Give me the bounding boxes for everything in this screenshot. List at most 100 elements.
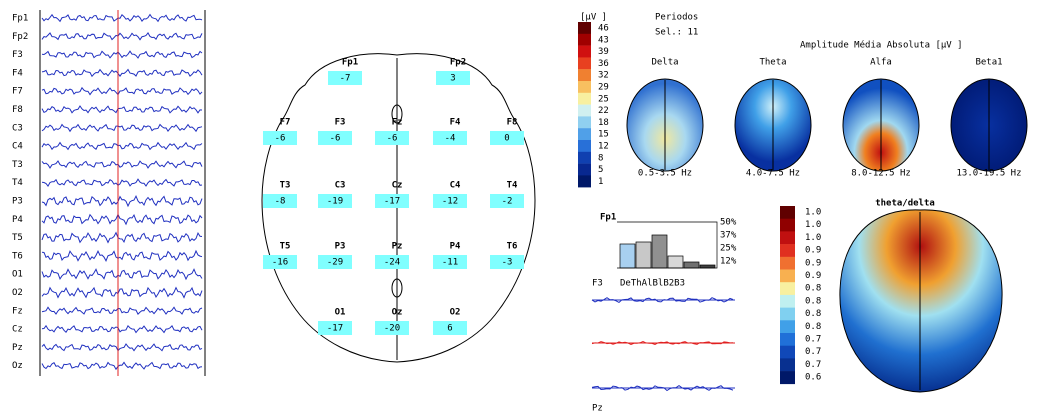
channel-label: Fz xyxy=(12,306,23,316)
scale-swatch xyxy=(578,46,591,58)
eeg-trace xyxy=(42,15,202,22)
electrode-value: -7 xyxy=(340,74,351,84)
scale-label: 0.9 xyxy=(805,258,821,268)
channel-label: T3 xyxy=(12,160,23,170)
channel-label: F4 xyxy=(12,68,23,78)
electrode-value: -6 xyxy=(387,134,398,144)
scale-label: 0.8 xyxy=(805,284,821,294)
scale-label: 0.7 xyxy=(805,335,821,345)
figure: Fp1Fp2F3F4F7F8C3C4T3T4P3P4T5T6O1O2FzCzPz… xyxy=(0,0,1039,414)
eeg-trace xyxy=(42,233,202,243)
eeg-trace xyxy=(42,125,202,132)
eeg-trace xyxy=(42,51,202,58)
electrode-label: F7 xyxy=(280,118,291,128)
band-bar xyxy=(668,256,683,268)
electrode-value: -16 xyxy=(272,258,288,268)
electrode-value: 3 xyxy=(450,74,455,84)
scale-swatch xyxy=(780,270,795,283)
electrode-value: -24 xyxy=(384,258,400,268)
trace-label: F3 xyxy=(592,279,603,289)
electrode-label: Cz xyxy=(392,181,403,191)
amplitude-title: Amplitude Média Absoluta [µV ] xyxy=(800,40,963,51)
electrode-label: T4 xyxy=(507,181,518,191)
scale-label: 36 xyxy=(598,59,609,69)
eeg-trace xyxy=(42,179,202,186)
scale-label: 46 xyxy=(598,24,609,34)
electrode-label: P3 xyxy=(335,242,346,252)
scale-label: 1 xyxy=(598,177,603,187)
electrode-label: F3 xyxy=(335,118,346,128)
electrode-label: Oz xyxy=(392,308,403,318)
electrode-value: -29 xyxy=(327,258,343,268)
scale-label: 0.6 xyxy=(805,373,821,383)
scale-swatch xyxy=(578,22,591,34)
ratio-map xyxy=(840,210,1002,392)
eeg-trace xyxy=(42,88,202,95)
scale-swatch xyxy=(780,358,795,371)
spectrum-channel: Fp1 xyxy=(600,213,616,223)
electrode-label: T6 xyxy=(507,242,518,252)
eeg-trace xyxy=(42,288,202,298)
band-bar xyxy=(700,265,715,268)
scale-swatch xyxy=(578,57,591,69)
scale-unit: [µV ] xyxy=(580,13,607,23)
scale-swatch xyxy=(578,175,591,187)
scale-swatch xyxy=(578,116,591,128)
electrode-label: F8 xyxy=(507,118,518,128)
scale-label: 0.9 xyxy=(805,271,821,281)
electrode-value: -20 xyxy=(384,324,400,334)
channel-label: Fp1 xyxy=(12,14,28,24)
scale-swatch xyxy=(578,164,591,176)
channel-label: F8 xyxy=(12,105,23,115)
channel-label: Fp2 xyxy=(12,32,28,42)
scale-label: 5 xyxy=(598,165,603,175)
scale-swatch xyxy=(780,206,795,219)
scale-label: 1.0 xyxy=(805,220,821,230)
band-bar xyxy=(684,262,699,268)
electrode-value: -11 xyxy=(442,258,458,268)
electrode-value: -17 xyxy=(327,324,343,334)
scale-label: 1.0 xyxy=(805,233,821,243)
electrode-label: C4 xyxy=(450,181,461,191)
electrode-label: T3 xyxy=(280,181,291,191)
scale-swatch xyxy=(578,105,591,117)
electrode-label: C3 xyxy=(335,181,346,191)
bands-label: DeThAlBlB2B3 xyxy=(620,279,685,289)
channel-label: Oz xyxy=(12,361,23,371)
scale-swatch xyxy=(780,282,795,295)
electrode-value: -17 xyxy=(384,197,400,207)
eeg-trace xyxy=(42,214,202,224)
electrode-label: P4 xyxy=(450,242,461,252)
scale-label: 39 xyxy=(598,47,609,57)
electrode-label: O2 xyxy=(450,308,461,318)
eeg-trace xyxy=(42,196,202,206)
electrode-value: -12 xyxy=(442,197,458,207)
scale-swatch xyxy=(578,128,591,140)
eeg-trace xyxy=(42,362,202,369)
eeg-trace xyxy=(42,70,202,77)
scale-label: 0.7 xyxy=(805,347,821,357)
eeg-trace xyxy=(42,307,202,314)
map-title: Theta xyxy=(759,58,786,68)
channel-label: Pz xyxy=(12,343,23,353)
selection-label: Sel.: 11 xyxy=(655,28,698,38)
scale-swatch xyxy=(578,69,591,81)
ratio-title: theta/delta xyxy=(875,199,935,209)
channel-label: P3 xyxy=(12,197,23,207)
map-range: 13.0-19.5 Hz xyxy=(956,169,1021,179)
electrode-label: Fz xyxy=(392,118,403,128)
eeg-trace xyxy=(42,161,202,168)
map-title: Delta xyxy=(651,58,678,68)
channel-label: P4 xyxy=(12,215,23,225)
scale-label: 29 xyxy=(598,83,609,93)
channel-label: C4 xyxy=(12,142,23,152)
channel-label: T4 xyxy=(12,178,23,188)
scale-swatch xyxy=(780,346,795,359)
scale-swatch xyxy=(780,219,795,232)
channel-label: C3 xyxy=(12,123,23,133)
scale-label: 0.9 xyxy=(805,246,821,256)
map-range: 8.0-12.5 Hz xyxy=(851,169,911,179)
channel-label: F3 xyxy=(12,50,23,60)
electrode-label: Fp2 xyxy=(450,58,466,68)
axis-label: 12% xyxy=(720,257,737,267)
